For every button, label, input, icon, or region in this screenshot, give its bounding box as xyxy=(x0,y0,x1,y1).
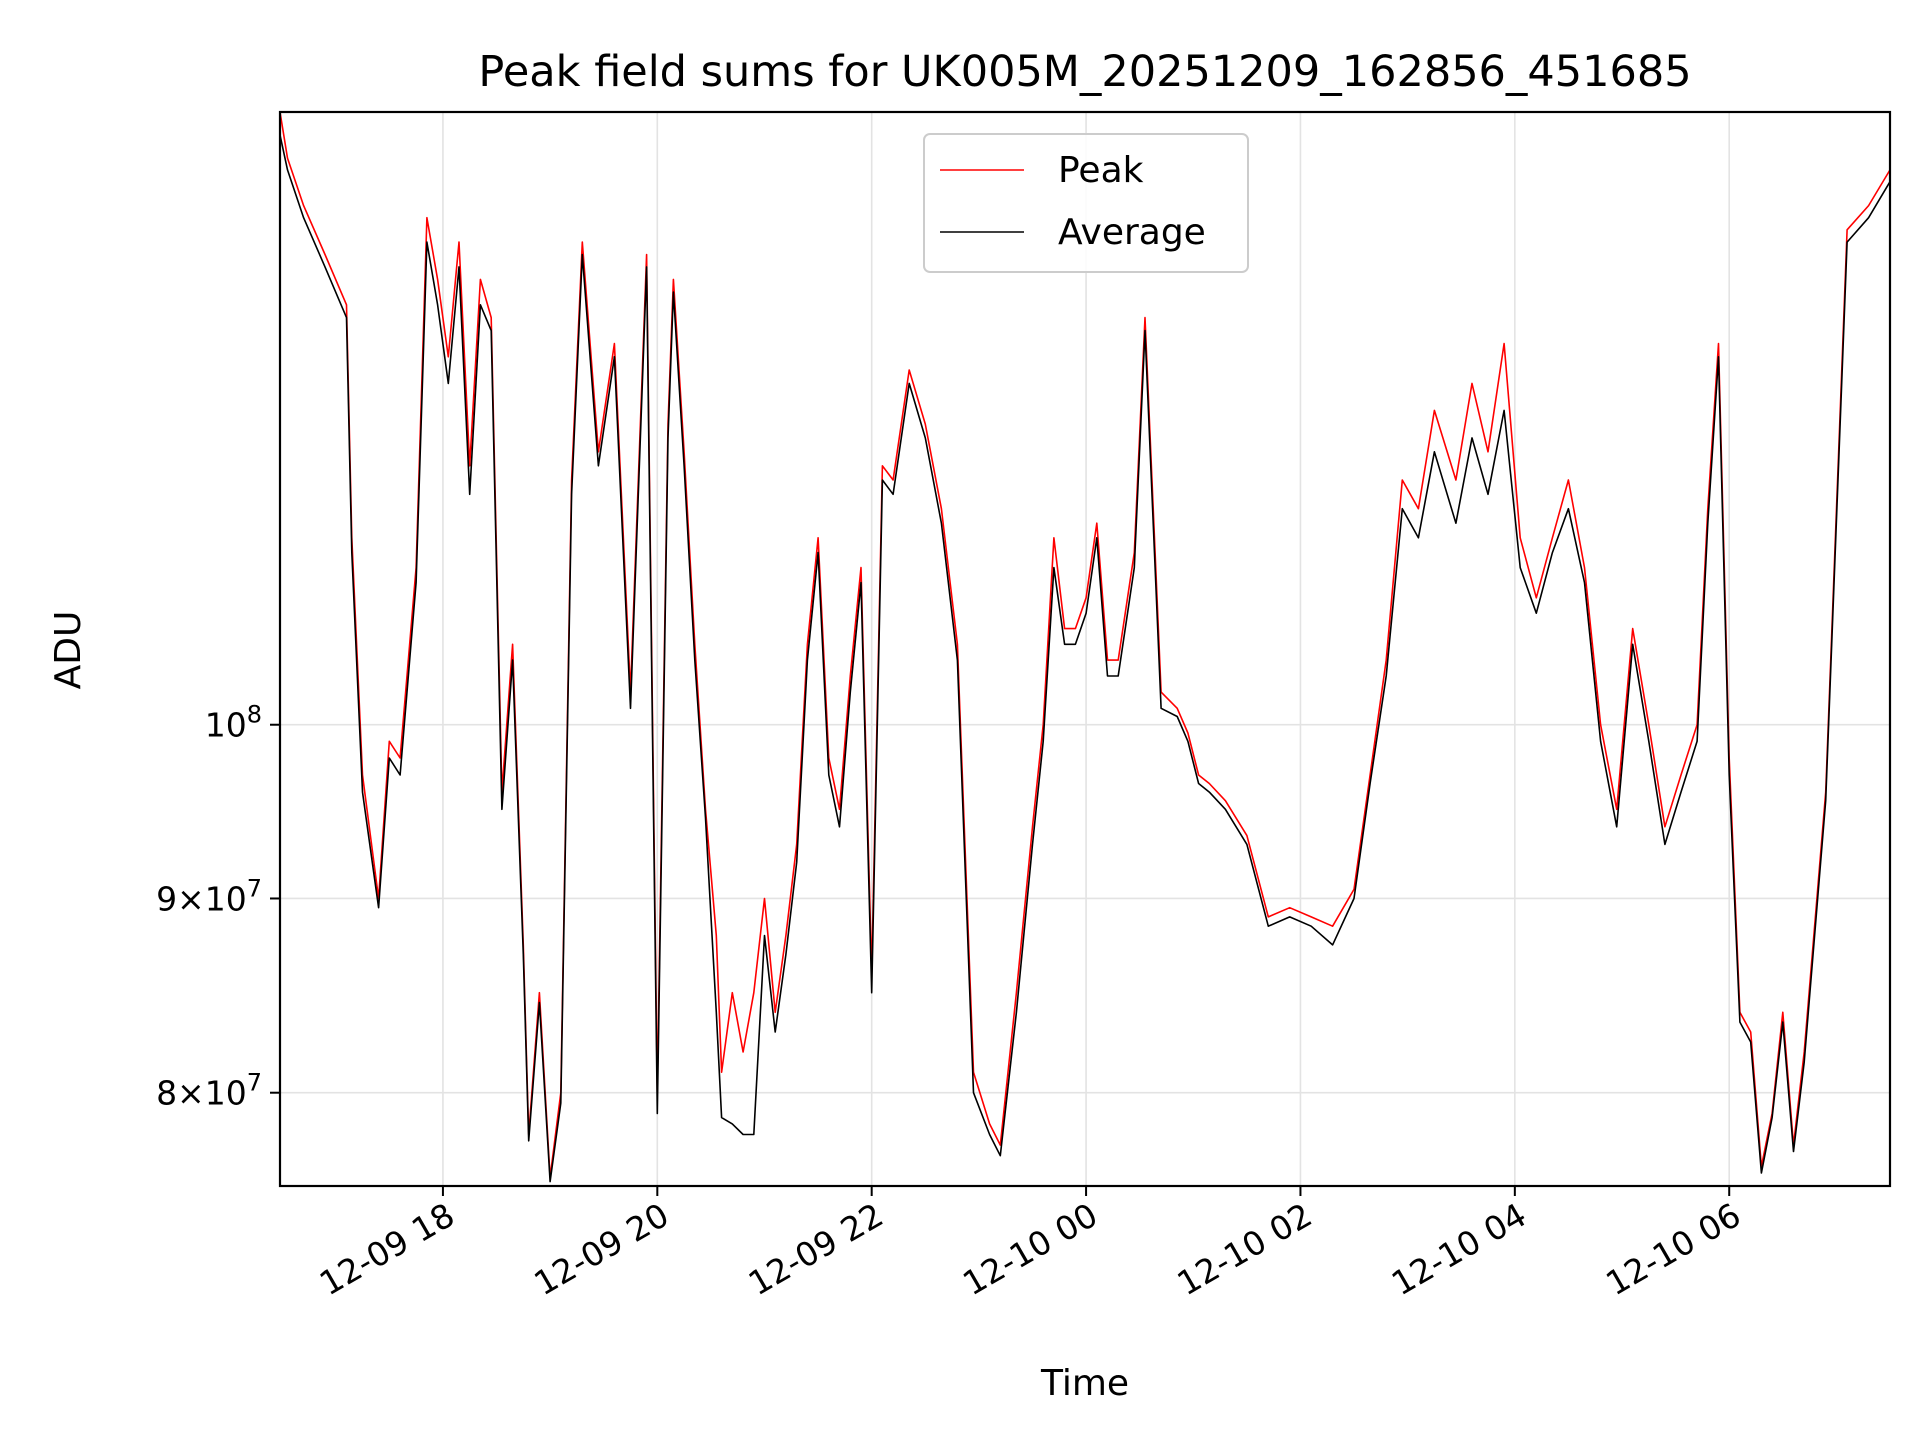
y-tick-label: 9×107 xyxy=(156,874,262,918)
grid xyxy=(280,112,1890,1186)
plot-frame xyxy=(278,110,1892,1188)
y-axis-label: ADU xyxy=(48,611,89,690)
legend: Peak Average xyxy=(923,133,1249,273)
legend-box xyxy=(923,133,1249,273)
legend-label-peak: Peak xyxy=(1058,150,1144,191)
y-tick-label: 8×107 xyxy=(156,1069,262,1113)
chart-title: Peak field sums for UK005M_20251209_1628… xyxy=(478,47,1691,97)
x-axis-label: Time xyxy=(1040,1363,1129,1404)
legend-label-average: Average xyxy=(1058,212,1206,253)
series-layer xyxy=(279,111,1891,1183)
y-axis-ticks: 8×107 9×107 108 xyxy=(156,701,280,1113)
series-line-average xyxy=(279,134,1891,1183)
y-tick-label: 108 xyxy=(205,701,262,745)
